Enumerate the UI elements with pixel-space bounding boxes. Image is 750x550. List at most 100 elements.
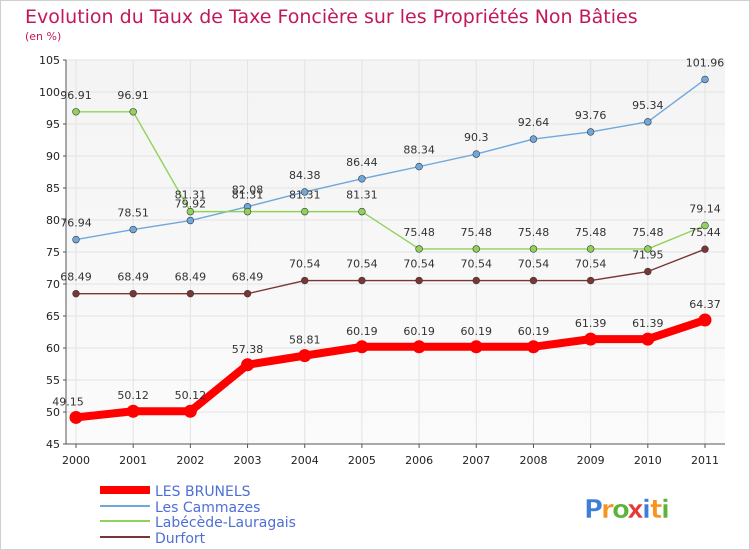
y-tick-label: 95: [46, 118, 60, 131]
series-point-3: [301, 276, 309, 285]
data-label: 78.51: [117, 207, 149, 220]
series-point-3: [358, 276, 366, 285]
series-point-3: [586, 276, 595, 285]
series-point-1: [129, 225, 137, 234]
logo-letter: t: [650, 495, 662, 525]
logo-letter: r: [601, 495, 614, 525]
y-tick-label: 60: [46, 342, 60, 355]
logo-letter: o: [612, 495, 630, 525]
data-label: 75.48: [518, 226, 550, 239]
data-label: 79.14: [689, 203, 721, 216]
series-point-2: [529, 245, 538, 253]
series-point-3: [415, 276, 423, 285]
data-label: 101.96: [686, 56, 725, 69]
data-label: 60.19: [518, 325, 550, 338]
y-tick-label: 55: [46, 374, 60, 387]
data-label: 81.31: [289, 189, 321, 202]
series-point-3: [72, 289, 80, 298]
x-tick-label: 2008: [519, 454, 547, 467]
data-label: 70.54: [346, 258, 378, 271]
series-line-1: [75, 78, 706, 241]
chart-title: Evolution du Taux de Taxe Foncière sur l…: [25, 6, 638, 28]
x-tick-label: 2010: [634, 454, 662, 467]
data-label: 64.37: [689, 298, 721, 311]
x-tick-label: 2006: [405, 454, 433, 467]
data-label: 61.39: [575, 317, 607, 330]
data-label: 50.12: [117, 389, 149, 402]
data-label: 68.49: [60, 271, 92, 284]
x-tick-label: 2007: [462, 454, 490, 467]
data-label: 68.49: [175, 271, 207, 284]
data-label: 61.39: [632, 317, 664, 330]
x-tick-label: 2009: [577, 454, 605, 467]
data-label: 75.48: [632, 226, 664, 239]
y-tick-label: 105: [39, 54, 60, 67]
logo-letter: P: [584, 495, 603, 525]
y-tick-label: 65: [46, 310, 60, 323]
series-point-2: [72, 108, 80, 116]
axes: 45 50 55 60 65 70 75 80 85 90 95 100 105 2000 2001 2002…: [39, 54, 725, 467]
data-label: 82.08: [232, 184, 264, 197]
series-point-2: [186, 207, 195, 216]
series-point-1: [701, 75, 709, 84]
series-point-2: [129, 108, 137, 116]
series-point-3: [129, 289, 137, 298]
data-label: 58.81: [289, 334, 321, 347]
data-label: 76.94: [60, 217, 92, 230]
data-label: 92.64: [518, 116, 550, 129]
data-label: 95.34: [632, 99, 664, 112]
series-point-3: [472, 276, 480, 285]
series-point-0: [526, 340, 540, 354]
series-line-3: [75, 248, 706, 295]
data-label: 49.15: [52, 395, 84, 408]
data-label: 96.91: [117, 89, 149, 102]
series-line-2: [75, 111, 706, 250]
series-point-0: [698, 313, 712, 327]
data-label: 60.19: [403, 325, 435, 338]
data-label: 70.54: [575, 258, 607, 271]
series-point-2: [243, 207, 252, 216]
series-point-0: [183, 404, 197, 418]
series-point-0: [469, 340, 483, 354]
series-point-3: [186, 289, 195, 298]
series-point-0: [241, 358, 255, 372]
series-point-1: [529, 135, 538, 143]
x-tick-label: 2002: [176, 454, 204, 467]
y-tick-label: 70: [46, 278, 60, 291]
data-label: 86.44: [346, 156, 378, 169]
series-point-1: [72, 235, 80, 244]
series-point-3: [529, 276, 538, 285]
data-label: 50.12: [175, 389, 207, 402]
data-label: 96.91: [60, 89, 92, 102]
data-label: 70.54: [461, 258, 493, 271]
series-point-0: [126, 404, 140, 418]
series-point-1: [415, 162, 423, 171]
data-label: 81.31: [175, 189, 207, 202]
data-label: 57.38: [232, 343, 264, 356]
series-point-0: [641, 332, 655, 346]
chart-subtitle: (en %): [25, 30, 61, 43]
logo-letter: i: [661, 495, 670, 525]
data-label: 70.54: [518, 258, 550, 271]
series-point-2: [472, 245, 480, 253]
y-tick-label: 75: [46, 246, 60, 259]
series-point-2: [586, 245, 595, 253]
y-tick-label: 85: [46, 182, 60, 195]
series-point-2: [415, 245, 423, 253]
series-point-2: [644, 245, 652, 253]
y-tick-label: 50: [46, 406, 60, 419]
data-label: 75.48: [575, 226, 607, 239]
logo-letter: i: [642, 495, 651, 525]
data-label: 60.19: [461, 325, 493, 338]
series-point-1: [186, 216, 195, 225]
data-label: 81.31: [232, 189, 264, 202]
data-label: 90.3: [464, 131, 489, 144]
legend-label-3: Durfort: [155, 531, 206, 547]
data-label: 75.48: [403, 226, 435, 239]
series-point-1: [472, 150, 480, 158]
series-point-0: [584, 332, 598, 346]
data-label: 70.54: [289, 258, 321, 271]
series-point-0: [355, 340, 369, 354]
